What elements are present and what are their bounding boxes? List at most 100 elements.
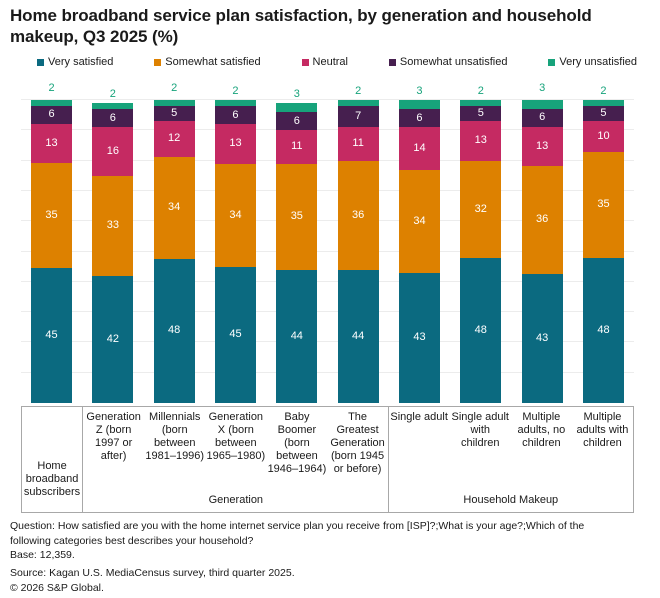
bar-segment: 6 (31, 105, 72, 124)
segment-value: 44 (352, 329, 365, 342)
gridline (21, 280, 634, 282)
legend-label: Very unsatisfied (559, 56, 637, 68)
segment-value: 10 (597, 129, 610, 142)
segment-value: 43 (536, 331, 549, 344)
category-label: Generation X (born between 1965–1980) (206, 411, 266, 462)
legend-item: Somewhat unsatisfied (388, 56, 507, 68)
plot-area: 6 13 35 45 2 6 16 33 42 2 5 12 34 48 2 6 13 34 45 2 6 11 35 44 3… (21, 82, 634, 403)
bar-segment (582, 100, 624, 107)
top-value: 2 (600, 85, 607, 97)
category-axis: Home broadband subscribers Generation Z (… (21, 406, 634, 513)
bar-segment: 48 (460, 257, 502, 403)
stacked-bar: 6 14 34 43 3 (398, 86, 440, 403)
bar-segment: 13 (31, 123, 72, 163)
segment-value: 34 (168, 201, 181, 214)
segment-value: 6 (293, 114, 300, 127)
bar-segment: 35 (31, 162, 72, 268)
bar-segment (460, 100, 502, 107)
bar-segment (31, 100, 72, 106)
gridline (21, 129, 634, 131)
bar-segment (337, 100, 379, 107)
bar-segment (398, 100, 440, 110)
stacked-bar: 6 13 35 45 2 (31, 82, 72, 403)
stacked-bar: 5 13 32 48 2 (460, 86, 502, 403)
gridline (21, 159, 634, 161)
segment-value: 5 (600, 107, 607, 120)
bar-segment: 44 (276, 269, 318, 403)
gridline (21, 311, 634, 313)
category-label: Single adult with children (451, 411, 509, 449)
segment-value: 48 (597, 323, 610, 336)
category-label: Home broadband subscribers (22, 407, 84, 512)
segment-value: 34 (229, 208, 242, 221)
bar-segment: 12 (153, 120, 195, 157)
top-value: 3 (539, 81, 546, 94)
bar-segment: 13 (214, 124, 256, 164)
legend-swatch-icon (388, 58, 396, 66)
stacked-bar: 6 13 36 43 3 (521, 82, 563, 403)
bar-segment: 33 (92, 175, 134, 276)
bar-segment: 6 (521, 108, 563, 127)
category-label: The Greatest Generation (born 1945 or be… (328, 407, 389, 512)
bar-segment: 34 (153, 156, 195, 259)
segment-value: 13 (229, 137, 242, 150)
segment-value: 13 (474, 134, 487, 147)
bar-segment: 16 (92, 127, 134, 176)
bar-segment: 35 (582, 151, 624, 258)
legend-label: Very satisfied (48, 56, 114, 68)
bar-segment: 6 (92, 109, 134, 128)
source-note: Source: Kagan U.S. MediaCensus survey, t… (10, 566, 295, 579)
segment-value: 35 (290, 210, 303, 223)
segment-value: 14 (413, 142, 426, 154)
legend-swatch-icon (548, 58, 556, 66)
gridline (21, 220, 634, 222)
bar-segment: 35 (276, 163, 318, 270)
bar-segment: 34 (214, 163, 256, 267)
legend-item: Somewhat satisfied (154, 56, 261, 68)
chart-title: Home broadband service plan satisfaction… (10, 6, 592, 46)
bar-segment: 6 (214, 106, 256, 125)
gridline (21, 341, 634, 343)
bar-segment: 11 (276, 130, 318, 164)
footnotes: Question: How satisfied are you with the… (10, 519, 625, 596)
stacked-bar: 5 10 35 48 2 (582, 86, 624, 403)
segment-value: 6 (232, 108, 239, 121)
legend-swatch-icon (37, 58, 44, 66)
category-label: Multiple adults with children (576, 411, 629, 449)
base-note: Base: 12,359. (10, 549, 75, 561)
bar-segment (521, 100, 563, 109)
bar-segment (153, 100, 195, 106)
bar-segment: 13 (521, 126, 563, 166)
bar-segment: 5 (153, 106, 195, 121)
bar-segment: 7 (337, 106, 379, 128)
segment-value: 32 (474, 202, 487, 215)
segment-value: 11 (291, 140, 303, 153)
category-label: Millennials (born between 1981–1996) (145, 411, 205, 462)
top-value: 2 (477, 85, 484, 97)
segment-value: 35 (45, 208, 58, 221)
category-label: Single adult (390, 411, 448, 423)
legend-label: Neutral (312, 56, 348, 68)
gridline (21, 189, 634, 191)
segment-value: 34 (413, 214, 426, 227)
bar-segment: 42 (92, 275, 134, 403)
top-value: 2 (48, 81, 55, 94)
category-label: Baby Boomer (born between 1946–1964) (267, 411, 327, 475)
segment-value: 33 (106, 219, 119, 232)
stacked-bar: 6 13 34 45 2 (214, 86, 256, 403)
segment-value: 6 (416, 111, 423, 124)
bar-segment: 5 (582, 106, 624, 122)
segment-value: 48 (474, 323, 487, 336)
gridline (21, 371, 634, 373)
bar-segment: 36 (337, 160, 379, 270)
legend-swatch-icon (301, 58, 309, 66)
segment-value: 36 (536, 213, 549, 226)
bar-segment: 48 (153, 258, 195, 403)
segment-value: 48 (168, 324, 181, 337)
segment-value: 11 (352, 137, 364, 150)
top-value: 3 (416, 85, 423, 97)
stacked-bar: 7 11 36 44 2 (337, 86, 379, 403)
bar-segment: 5 (460, 106, 502, 122)
top-value: 2 (355, 85, 362, 97)
